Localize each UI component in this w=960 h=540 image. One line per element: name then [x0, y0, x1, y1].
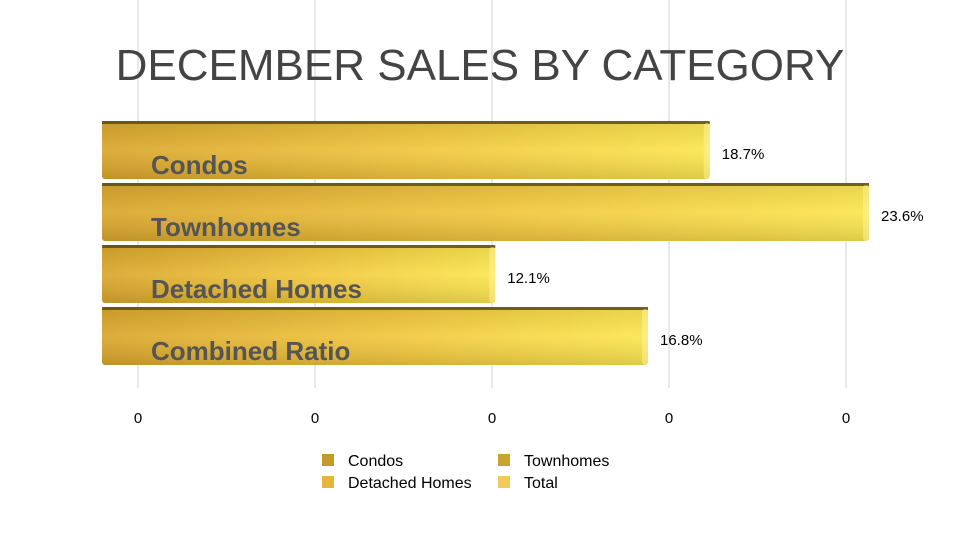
bar-2: [102, 245, 496, 303]
x-tick-label-4: 0: [842, 410, 850, 427]
x-axis-ticks: 0 0 0 0 0: [134, 410, 850, 427]
legend-swatch-1: [498, 454, 510, 466]
bar-shade-1: [102, 183, 869, 241]
category-label-1: Townhomes: [151, 212, 301, 242]
value-label-1: 23.6%: [881, 208, 924, 225]
category-label-2: Detached Homes: [151, 274, 362, 304]
x-tick-label-2: 0: [488, 410, 496, 427]
bar-shade-2: [102, 245, 496, 303]
bar-0: [102, 121, 710, 179]
x-tick-label-0: 0: [134, 410, 142, 427]
bar-top-edge-2: [102, 245, 496, 248]
bar-top-edge-0: [102, 121, 710, 124]
bar-shade-3: [102, 307, 648, 365]
chart-title: DECEMBER SALES BY CATEGORY: [116, 41, 845, 90]
x-tick-label-1: 0: [311, 410, 319, 427]
legend-entry-3: Total: [498, 475, 558, 492]
legend-label-0: Condos: [348, 453, 403, 470]
bar-end-cap-0: [703, 123, 710, 179]
legend-entry-1: Townhomes: [498, 453, 609, 470]
bar-end-cap-2: [489, 247, 496, 303]
value-label-0: 18.7%: [722, 146, 765, 163]
bar-1: [102, 183, 869, 241]
legend-entry-0: Condos: [322, 453, 403, 470]
legend-swatch-2: [322, 476, 334, 488]
legend: Condos Townhomes Detached Homes Total: [322, 453, 609, 492]
value-label-2: 12.1%: [507, 270, 550, 287]
labels: Condos 18.7% Townhomes 23.6% Detached Homes 1…: [151, 146, 924, 366]
legend-swatch-3: [498, 476, 510, 488]
legend-label-3: Total: [524, 475, 558, 492]
bar-shade-0: [102, 121, 710, 179]
bars: [102, 121, 869, 365]
category-label-3: Combined Ratio: [151, 336, 350, 366]
bar-top-edge-3: [102, 307, 648, 310]
legend-entry-2: Detached Homes: [322, 475, 472, 492]
bar-top-edge-1: [102, 183, 869, 186]
legend-label-2: Detached Homes: [348, 475, 472, 492]
bar-3: [102, 307, 648, 365]
value-label-3: 16.8%: [660, 332, 703, 349]
bar-end-cap-1: [863, 185, 869, 241]
bar-end-cap-3: [642, 309, 648, 365]
x-tick-label-3: 0: [665, 410, 673, 427]
category-label-0: Condos: [151, 150, 248, 180]
legend-swatch-0: [322, 454, 334, 466]
legend-label-1: Townhomes: [524, 453, 609, 470]
